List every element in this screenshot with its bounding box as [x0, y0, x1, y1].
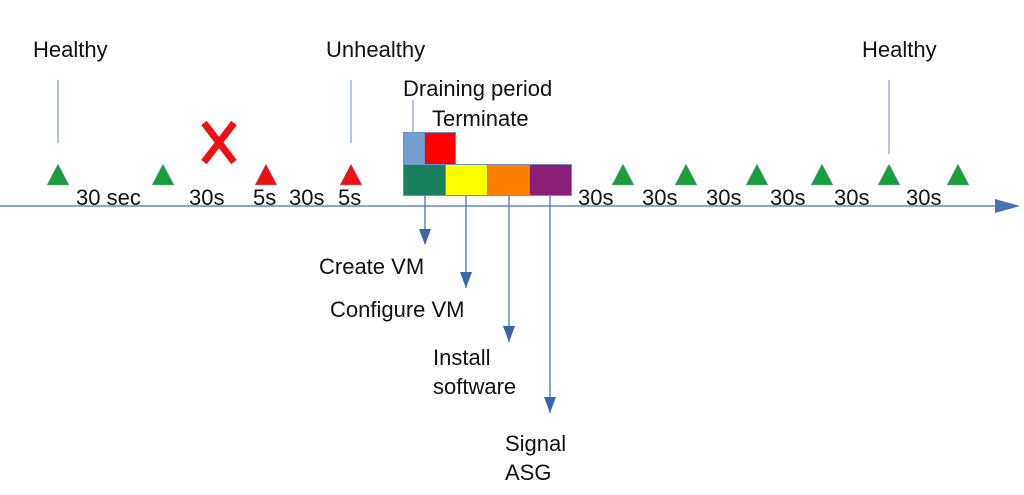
- duration-label: 30s: [706, 185, 742, 210]
- signal-asg-arrowhead-icon: [544, 397, 556, 413]
- unhealthy-label: Unhealthy: [326, 37, 426, 62]
- terminate-label: Terminate: [432, 106, 529, 131]
- duration-label: 5s: [253, 185, 277, 210]
- duration-label: 30s: [834, 185, 870, 210]
- healthy-check-triangle-icon: [946, 163, 970, 186]
- healthy-check-triangle-icon: [674, 163, 698, 186]
- terminate-box: [424, 132, 456, 165]
- configure-vm-arrowhead-icon: [460, 272, 472, 288]
- healthy-check-triangle-icon: [745, 163, 769, 186]
- duration-label: 5s: [338, 185, 362, 210]
- create-vm-box: [403, 164, 446, 196]
- healthy-check-triangle-icon: [46, 163, 70, 186]
- duration-label: 30s: [189, 185, 225, 210]
- install-software-label: Install software: [433, 345, 517, 399]
- unhealthy-check-triangle-icon: [254, 163, 278, 186]
- install-software-arrowhead-icon: [503, 326, 515, 342]
- healthy-check-triangle-icon: [877, 163, 901, 186]
- signal-asg-label: Signal ASG: [505, 431, 567, 485]
- draining-period-box: [403, 132, 425, 165]
- healthy-start-label: Healthy: [33, 37, 108, 62]
- duration-label: 30s: [770, 185, 806, 210]
- healthy-end-label: Healthy: [862, 37, 937, 62]
- healthy-check-triangle-icon: [810, 163, 834, 186]
- duration-label: 30 sec: [76, 185, 141, 210]
- duration-label: 30s: [578, 185, 614, 210]
- duration-label: 30s: [906, 185, 942, 210]
- draining-period-label: Draining period: [403, 76, 553, 101]
- healthy-check-triangle-icon: [611, 163, 635, 186]
- install-software-box: [487, 164, 530, 196]
- healthy-check-triangle-icon: [151, 163, 175, 186]
- configure-vm-label: Configure VM: [330, 297, 465, 322]
- signal-asg-box: [529, 164, 572, 196]
- unhealthy-check-triangle-icon: [339, 163, 363, 186]
- create-vm-label: Create VM: [319, 254, 425, 279]
- time-axis-arrowhead-icon: [995, 199, 1020, 213]
- duration-label: 30s: [289, 185, 325, 210]
- duration-label: 30s: [642, 185, 678, 210]
- configure-vm-box: [445, 164, 488, 196]
- create-vm-arrowhead-icon: [419, 229, 431, 245]
- health-check-markers: [46, 163, 970, 186]
- failure-x-icon: [201, 120, 237, 165]
